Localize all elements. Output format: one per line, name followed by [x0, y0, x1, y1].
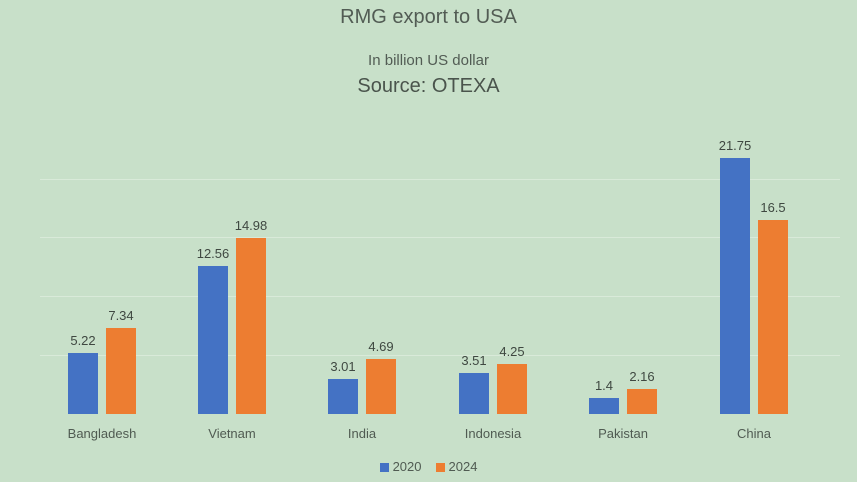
legend-swatch-2020	[379, 463, 389, 473]
data-label: 1.4	[594, 377, 614, 393]
legend-item-2024: 2024	[435, 459, 477, 474]
data-label: 4.25	[499, 343, 525, 359]
bar-bangladesh-2024	[106, 327, 136, 414]
data-label: 2.16	[629, 368, 655, 384]
legend-swatch-2024	[435, 463, 445, 473]
chart-source: Source: OTEXA	[357, 75, 500, 97]
bar-india-2024	[366, 358, 396, 414]
legend: 2020 2024	[0, 459, 857, 474]
data-label: 3.51	[461, 352, 487, 368]
category-label: Bangladesh	[67, 426, 137, 441]
legend-item-2020: 2020	[379, 459, 422, 474]
bar-vietnam-2020	[198, 266, 228, 414]
bar-indonesia-2024	[497, 363, 527, 414]
data-label: 21.75	[718, 138, 752, 154]
chart-subtitle: In billion US dollar	[368, 52, 489, 69]
gridline	[40, 237, 840, 239]
bar-pakistan-2020	[589, 397, 619, 414]
bar-china-2024	[758, 219, 788, 414]
data-label: 5.22	[70, 332, 96, 348]
bar-china-2020	[720, 158, 750, 414]
gridline	[40, 296, 840, 298]
data-label: 3.01	[330, 358, 356, 374]
chart-title: RMG export to USA	[340, 6, 517, 28]
gridline	[40, 355, 840, 357]
category-label: India	[347, 426, 377, 441]
category-label: Pakistan	[598, 426, 648, 441]
plot-area: 5.22 7.34 12.56 14.98 3.01 4.69 3.51 4.25 1.4 2.1…	[40, 138, 840, 414]
gridline	[40, 178, 840, 180]
bar-india-2020	[328, 378, 358, 414]
bar-vietnam-2024	[236, 237, 266, 414]
data-label: 12.56	[196, 246, 230, 262]
category-label: Indonesia	[464, 426, 522, 441]
data-label: 14.98	[234, 217, 268, 233]
data-label: 4.69	[368, 338, 394, 354]
bar-indonesia-2020	[459, 372, 489, 414]
category-label: Vietnam	[208, 426, 256, 441]
data-label: 7.34	[108, 307, 134, 323]
bar-bangladesh-2020	[68, 352, 98, 414]
bar-pakistan-2024	[627, 388, 657, 414]
category-label: China	[737, 426, 771, 441]
data-label: 16.5	[760, 199, 786, 215]
